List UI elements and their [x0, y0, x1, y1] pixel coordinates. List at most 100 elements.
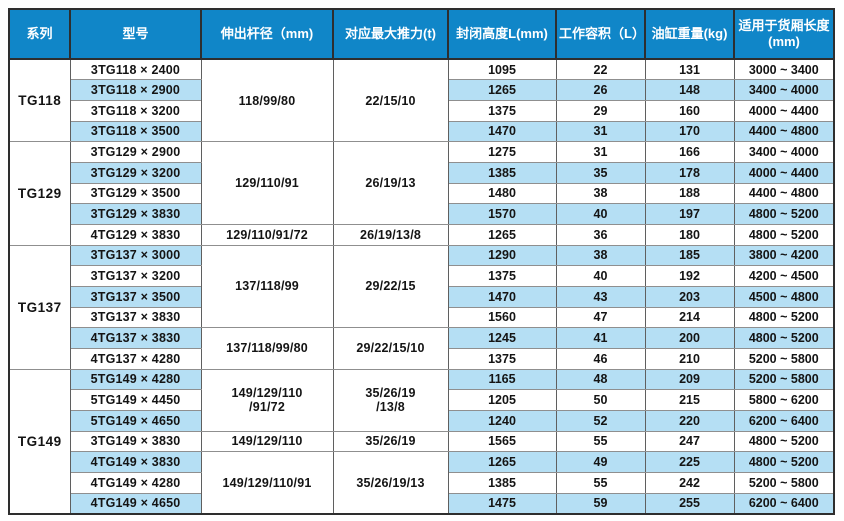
table-row: 3TG129 × 3830 1570 40 197 4800 ~ 5200 — [9, 203, 835, 225]
cylinder-weight-cell: 220 — [644, 409, 735, 432]
header-closed-height: 封闭高度L(mm) — [447, 8, 557, 60]
working-volume-cell: 38 — [555, 244, 646, 267]
cargo-length-cell: 6200 ~ 6400 — [733, 409, 835, 432]
working-volume-cell: 40 — [555, 265, 646, 287]
cargo-length-cell: 5800 ~ 6200 — [733, 389, 835, 411]
cylinder-weight-cell: 203 — [644, 285, 735, 308]
cylinder-weight-cell: 210 — [644, 347, 735, 370]
max-thrust-cell: 35/26/19/13 — [332, 451, 449, 515]
model-cell: 5TG149 × 4450 — [69, 389, 202, 411]
model-cell: 5TG149 × 4280 — [69, 368, 202, 391]
model-cell: 3TG129 × 3500 — [69, 182, 202, 205]
cargo-length-cell: 5200 ~ 5800 — [733, 368, 835, 391]
closed-height-cell: 1245 — [447, 327, 557, 349]
cargo-length-cell: 4500 ~ 4800 — [733, 285, 835, 308]
cylinder-weight-cell: 178 — [644, 161, 735, 184]
header-max-thrust: 对应最大推力(t) — [332, 8, 449, 60]
working-volume-cell: 50 — [555, 389, 646, 411]
model-cell: 3TG137 × 3830 — [69, 306, 202, 329]
model-cell: 4TG129 × 3830 — [69, 223, 202, 246]
cylinder-weight-cell: 197 — [644, 203, 735, 225]
max-thrust-cell: 35/26/19 — [332, 430, 449, 453]
closed-height-cell: 1480 — [447, 182, 557, 205]
cylinder-weight-cell: 188 — [644, 182, 735, 205]
header-row: 系列 型号 伸出杆径（mm) 对应最大推力(t) 封闭高度L(mm) 工作容积（… — [8, 8, 835, 60]
spec-sheet: 系列 型号 伸出杆径（mm) 对应最大推力(t) 封闭高度L(mm) 工作容积（… — [8, 8, 835, 515]
table-row: 4TG137 × 4280 1375 46 210 5200 ~ 5800 — [9, 347, 835, 370]
cylinder-weight-cell: 180 — [644, 223, 735, 246]
closed-height-cell: 1375 — [447, 99, 557, 122]
model-cell: 3TG118 × 3500 — [69, 120, 202, 143]
cylinder-weight-cell: 148 — [644, 79, 735, 101]
cylinder-weight-cell: 215 — [644, 389, 735, 411]
table-row: 4TG149 × 4650 1475 59 255 6200 ~ 6400 — [9, 492, 835, 515]
closed-height-cell: 1290 — [447, 244, 557, 267]
table-row: 3TG118 × 3200 1375 29 160 4000 ~ 4400 — [9, 99, 835, 122]
closed-height-cell: 1375 — [447, 265, 557, 287]
working-volume-cell: 29 — [555, 99, 646, 122]
series-cell: TG137 — [8, 244, 71, 370]
model-cell: 3TG137 × 3200 — [69, 265, 202, 287]
header-rod-diameter: 伸出杆径（mm) — [200, 8, 334, 60]
closed-height-cell: 1375 — [447, 347, 557, 370]
cylinder-weight-cell: 255 — [644, 492, 735, 515]
cargo-length-cell: 4800 ~ 5200 — [733, 306, 835, 329]
rod-diameter-cell: 129/110/91/72 — [200, 223, 334, 246]
max-thrust-cell: 26/19/13 — [332, 141, 449, 225]
closed-height-cell: 1470 — [447, 120, 557, 143]
table-row: 4TG149 × 3830 149/129/110/91 35/26/19/13 12… — [9, 451, 835, 515]
spec-table: 系列 型号 伸出杆径（mm) 对应最大推力(t) 封闭高度L(mm) 工作容积（… — [8, 8, 835, 515]
closed-height-cell: 1275 — [447, 141, 557, 163]
model-cell: 3TG129 × 3830 — [69, 203, 202, 225]
header-series: 系列 — [8, 8, 71, 60]
cylinder-weight-cell: 131 — [644, 58, 735, 81]
closed-height-cell: 1165 — [447, 368, 557, 391]
table-row: TG137 3TG137 × 3000 137/118/99 29/22/15 1290… — [8, 244, 835, 370]
working-volume-cell: 43 — [555, 285, 646, 308]
working-volume-cell: 59 — [555, 492, 646, 515]
working-volume-cell: 38 — [555, 182, 646, 205]
cylinder-weight-cell: 192 — [644, 265, 735, 287]
working-volume-cell: 22 — [555, 58, 646, 81]
table-row: TG118 3TG118 × 2400 118/99/80 22/15/10 1095 2… — [8, 58, 835, 143]
series-cell: TG149 — [8, 368, 71, 515]
working-volume-cell: 41 — [555, 327, 646, 349]
series-cell: TG129 — [8, 141, 71, 246]
table-row: 5TG149 × 4450 1205 50 215 5800 ~ 6200 — [9, 389, 835, 411]
cylinder-weight-cell: 225 — [644, 451, 735, 473]
working-volume-cell: 55 — [555, 430, 646, 453]
cargo-length-cell: 4000 ~ 4400 — [733, 99, 835, 122]
cargo-length-cell: 4800 ~ 5200 — [733, 203, 835, 225]
closed-height-cell: 1565 — [447, 430, 557, 453]
working-volume-cell: 47 — [555, 306, 646, 329]
rod-diameter-cell: 118/99/80 — [200, 58, 334, 143]
model-cell: 3TG137 × 3000 — [69, 244, 202, 267]
cargo-length-cell: 4800 ~ 5200 — [733, 327, 835, 349]
cylinder-weight-cell: 160 — [644, 99, 735, 122]
cargo-length-cell: 3400 ~ 4000 — [733, 141, 835, 163]
cylinder-weight-cell: 185 — [644, 244, 735, 267]
cylinder-weight-cell: 214 — [644, 306, 735, 329]
closed-height-cell: 1095 — [447, 58, 557, 81]
table-row: 3TG137 × 3500 1470 43 203 4500 ~ 4800 — [9, 285, 835, 308]
model-cell: 3TG118 × 2900 — [69, 79, 202, 101]
cylinder-weight-cell: 200 — [644, 327, 735, 349]
model-cell: 3TG118 × 3200 — [69, 99, 202, 122]
working-volume-cell: 31 — [555, 120, 646, 143]
model-cell: 3TG129 × 3200 — [69, 161, 202, 184]
header-cylinder-weight: 油缸重量(kg) — [644, 8, 735, 60]
max-thrust-cell: 26/19/13/8 — [332, 223, 449, 246]
rod-diameter-cell: 149/129/110 /91/72 — [200, 368, 334, 432]
working-volume-cell: 48 — [555, 368, 646, 391]
working-volume-cell: 52 — [555, 409, 646, 432]
cargo-length-cell: 4800 ~ 5200 — [733, 451, 835, 473]
header-working-volume: 工作容积（L） — [555, 8, 646, 60]
cylinder-weight-cell: 166 — [644, 141, 735, 163]
working-volume-cell: 46 — [555, 347, 646, 370]
table-row: 5TG149 × 4650 1240 52 220 6200 ~ 6400 — [9, 409, 835, 432]
table-row: 3TG129 × 3200 1385 35 178 4000 ~ 4400 — [9, 161, 835, 184]
rod-diameter-cell: 137/118/99/80 — [200, 327, 334, 370]
model-cell: 4TG149 × 4650 — [69, 492, 202, 515]
table-row: 3TG149 × 3830 149/129/110 35/26/19 1565 55 24… — [9, 430, 835, 453]
table-row: TG149 5TG149 × 4280 149/129/110 /91/72 35/2… — [8, 368, 835, 515]
